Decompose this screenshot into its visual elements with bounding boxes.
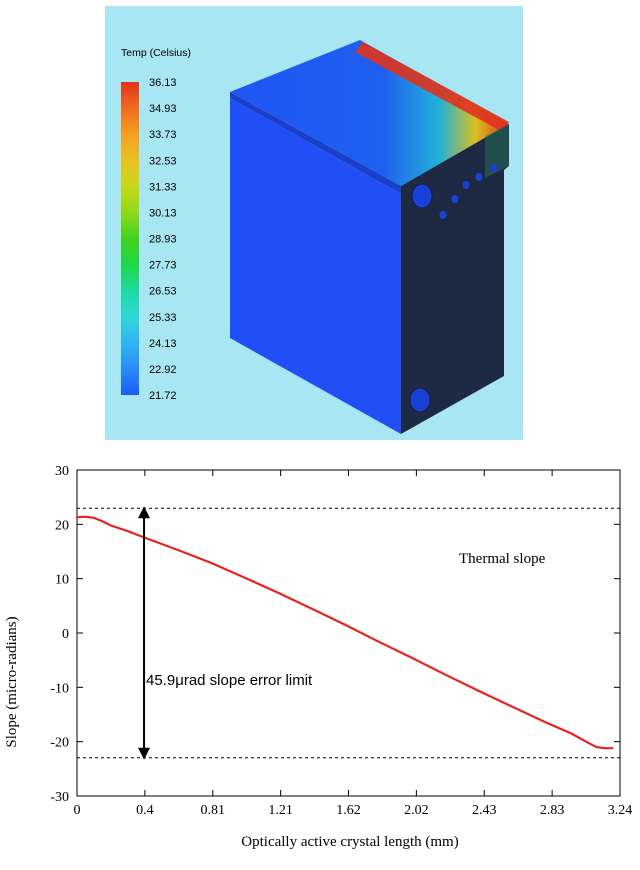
colorbar-tick-label: 30.13 <box>149 207 177 219</box>
slope-chart: 0 0.4 0.81 1.21 1.62 2.02 2.43 2.83 3.243020100-… <box>4 464 633 850</box>
colorbar-labels: 36.13 34.93 33.73 32.53 31.33 30.13 28.93 27.73… <box>149 77 177 402</box>
colorbar-tick-label: 36.13 <box>149 77 177 89</box>
block-hot-edge <box>355 42 509 131</box>
colorbar-tick-label: 26.53 <box>149 286 177 298</box>
colorbar-tick-label: 32.53 <box>149 155 177 167</box>
colorbar-tick-label: 22.92 <box>149 364 177 376</box>
series-label: Thermal slope <box>459 551 546 567</box>
colorbar-tick-label: 27.73 <box>149 260 177 272</box>
colorbar <box>121 82 139 395</box>
x-tick-label: 0.4 <box>136 803 154 818</box>
small-hole-icon <box>475 173 483 181</box>
block-top-face <box>230 40 509 186</box>
y-tick-label: 0 <box>62 627 69 642</box>
colorbar-tick-label: 21.72 <box>149 390 177 402</box>
y-axis-label: Slope (micro-radians) <box>4 616 20 747</box>
x-tick-label: 2.02 <box>404 803 429 818</box>
small-hole-icon <box>462 181 470 189</box>
colorbar-tick-label: 33.73 <box>149 129 177 141</box>
thermal-slope-line <box>76 515 614 750</box>
small-hole-icon <box>439 211 447 219</box>
colorbar-tick-label: 25.33 <box>149 312 177 324</box>
block-front-face <box>230 98 401 434</box>
y-tick-label: 20 <box>55 518 69 533</box>
y-tick-label: 30 <box>55 464 69 479</box>
small-hole-icon <box>451 195 459 203</box>
x-tick-label: 2.83 <box>540 803 565 818</box>
x-tick-label: 1.21 <box>268 803 293 818</box>
x-tick-label: 0 <box>74 803 81 818</box>
y-tick-label: -30 <box>50 790 69 805</box>
x-tick-label: 3.24 <box>608 803 633 818</box>
colorbar-tick-label: 24.13 <box>149 338 177 350</box>
x-tick-label: 0.81 <box>201 803 226 818</box>
y-tick-label: -20 <box>50 736 69 751</box>
colorbar-tick-label: 34.93 <box>149 103 177 115</box>
x-axis-label: Optically active crystal length (mm) <box>241 834 458 850</box>
y-tick-label: 10 <box>55 573 69 588</box>
block-side-warm-tint <box>485 124 509 178</box>
colorbar-tick-label: 31.33 <box>149 181 177 193</box>
legend-title: Temp (Celsius) <box>121 47 191 59</box>
thermal-model-figure: Temp (Celsius) 36.13 34.93 33.73 32.53 31.33… <box>105 6 523 440</box>
cooling-hole-icon <box>411 183 433 209</box>
colorbar-tick-label: 28.93 <box>149 234 177 246</box>
cooling-hole-icon <box>409 387 431 413</box>
plot-frame <box>76 469 621 797</box>
slope-chart-panel: 0 0.4 0.81 1.21 1.62 2.02 2.43 2.83 3.24 30 20 10 0-… <box>0 450 640 865</box>
small-hole-icon <box>490 164 498 172</box>
thermal-model-panel: Temp (Celsius) 36.13 34.93 33.73 32.53 31.33… <box>105 6 523 440</box>
error-limit-label: 45.9μrad slope error limit <box>146 672 313 689</box>
x-tick-label: 2.43 <box>472 803 497 818</box>
x-tick-label: 1.62 <box>336 803 361 818</box>
block-top-groove <box>230 92 401 194</box>
y-tick-label: -10 <box>50 681 69 696</box>
